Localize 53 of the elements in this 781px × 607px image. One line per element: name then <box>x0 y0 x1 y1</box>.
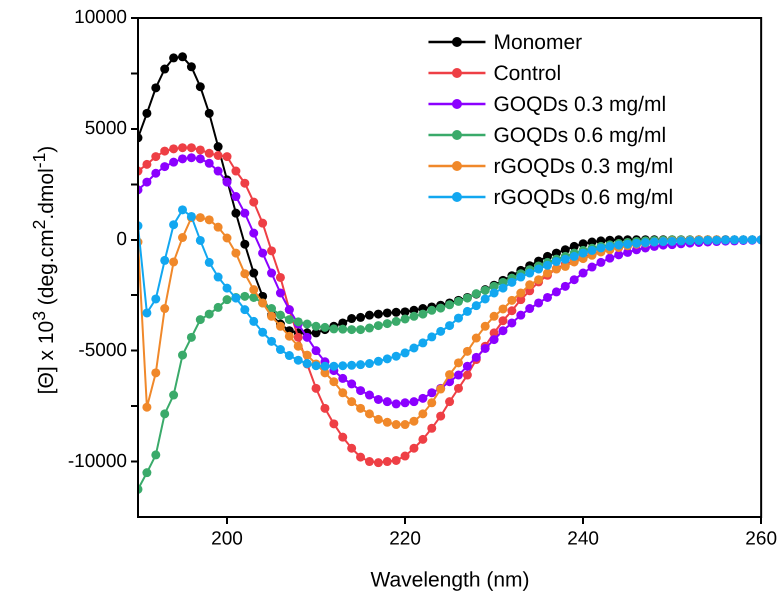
y-tick-label: -10000 <box>68 450 127 472</box>
point <box>276 272 285 282</box>
y-tick-label: 0 <box>116 229 127 250</box>
legend-label: GOQDs 0.3 mg/ml <box>493 92 666 116</box>
point <box>338 432 348 442</box>
point <box>258 218 268 228</box>
point <box>178 143 188 152</box>
point <box>312 384 321 393</box>
legend-label: Control <box>493 62 562 85</box>
point <box>436 412 446 421</box>
point <box>498 316 508 326</box>
point <box>400 452 410 461</box>
x-tick-label: 220 <box>389 528 421 550</box>
x-tick-label: 240 <box>567 528 599 550</box>
legend-label: rGOQDs 0.6 mg/ml <box>493 186 674 209</box>
point <box>356 452 366 462</box>
point <box>240 178 250 188</box>
y-tick-label: 5000 <box>84 118 127 140</box>
point <box>364 457 374 466</box>
point <box>142 160 152 169</box>
point <box>445 397 454 406</box>
point <box>418 434 428 444</box>
point <box>169 144 178 154</box>
point <box>249 198 258 207</box>
point <box>222 152 232 162</box>
point <box>392 456 401 465</box>
point <box>454 384 463 393</box>
x-tick-label: 200 <box>211 528 243 550</box>
point <box>347 444 356 453</box>
point <box>151 152 160 162</box>
point <box>267 246 276 256</box>
point <box>507 306 516 316</box>
point <box>409 444 418 453</box>
point <box>196 145 205 154</box>
point <box>186 143 196 152</box>
point <box>320 404 330 413</box>
y-tick-label: 10000 <box>74 7 127 28</box>
point <box>329 419 338 428</box>
point <box>204 148 214 158</box>
point <box>294 332 303 342</box>
y-tick-label: -5000 <box>78 340 127 361</box>
point <box>427 424 436 433</box>
point <box>382 457 392 466</box>
point <box>231 166 240 176</box>
point <box>214 151 223 160</box>
point <box>374 458 383 468</box>
point <box>160 146 170 156</box>
legend-label: GOQDs 0.6 mg/ml <box>493 124 666 147</box>
point <box>462 370 472 380</box>
legend-label: rGOQDs 0.3 mg/ml <box>493 154 674 178</box>
x-axis-title: Wavelength (nm) <box>370 568 530 592</box>
x-tick-label: 260 <box>745 528 777 550</box>
legend-label: Monomer <box>493 30 582 54</box>
